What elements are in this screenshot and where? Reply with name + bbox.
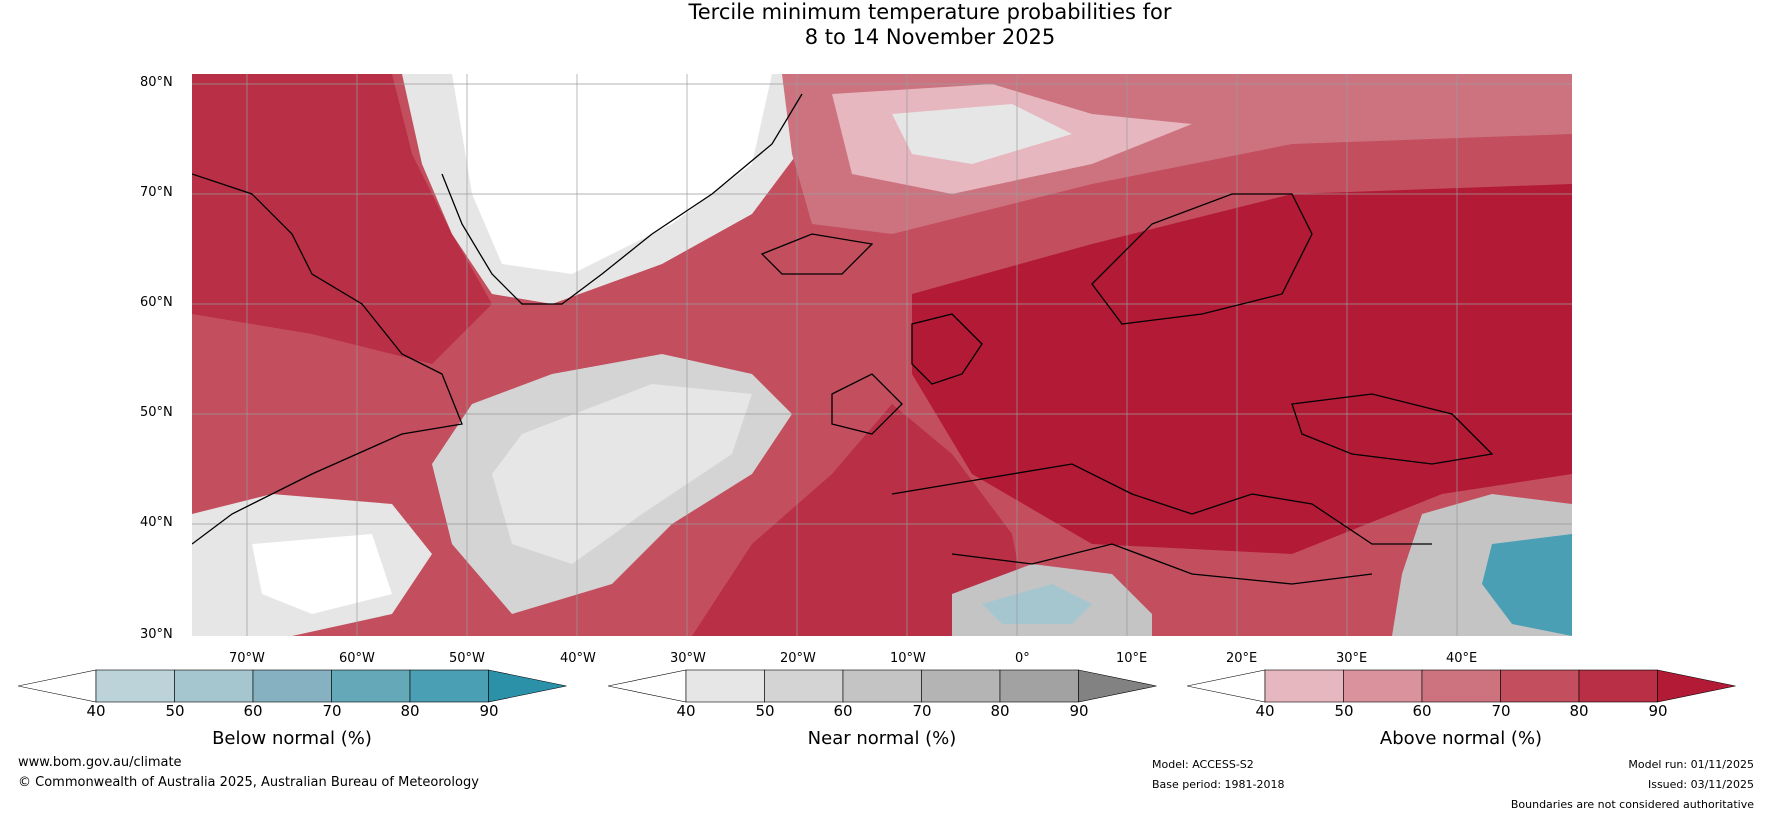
cb-tick: 60 bbox=[1412, 702, 1432, 720]
lon-label: 20°E bbox=[1226, 651, 1258, 666]
cb-tick: 90 bbox=[1648, 702, 1668, 720]
colorbar-cell bbox=[685, 669, 765, 703]
map-title: Tercile minimum temperature probabilitie… bbox=[0, 0, 1770, 50]
colorbar-near bbox=[608, 669, 1157, 703]
colorbar-cell bbox=[1421, 669, 1501, 703]
region-near-arctic bbox=[892, 104, 1072, 164]
lon-label: 70°W bbox=[229, 651, 265, 666]
lat-label: 50°N bbox=[140, 405, 173, 420]
cb-tick: 90 bbox=[479, 702, 499, 720]
colorbar-above-cells bbox=[1187, 669, 1736, 703]
colorbar-cell bbox=[409, 669, 489, 703]
lon-label: 30°W bbox=[670, 651, 706, 666]
colorbar-left-extend bbox=[608, 669, 687, 703]
issued-text: Issued: 03/11/2025 bbox=[1647, 778, 1754, 791]
colorbar-cell bbox=[331, 669, 411, 703]
colorbar-below-cells bbox=[18, 669, 567, 703]
cb-title-above: Above normal (%) bbox=[1379, 728, 1543, 749]
map-canvas bbox=[192, 74, 1572, 636]
cb-tick: 80 bbox=[1569, 702, 1589, 720]
cb-tick: 70 bbox=[912, 702, 932, 720]
base-period-text: Base period: 1981-2018 bbox=[1152, 778, 1285, 791]
lon-label: 0° bbox=[1015, 651, 1030, 666]
disclaimer-text: Boundaries are not considered authoritat… bbox=[1510, 798, 1754, 811]
colorbar-cell bbox=[1500, 669, 1580, 703]
colorbar-cell bbox=[1578, 669, 1658, 703]
lon-label: 60°W bbox=[339, 651, 375, 666]
copyright-text: © Commonwealth of Australia 2025, Austra… bbox=[18, 775, 479, 790]
title-line-2: 8 to 14 November 2025 bbox=[804, 25, 1056, 49]
cb-title-below: Below normal (%) bbox=[212, 728, 372, 749]
graticule bbox=[192, 74, 1572, 636]
region-below-north-africa bbox=[982, 584, 1092, 624]
model-run-text: Model run: 01/11/2025 bbox=[1628, 758, 1754, 771]
title-line-1: Tercile minimum temperature probabilitie… bbox=[688, 0, 1172, 24]
colorbar-cell bbox=[1343, 669, 1423, 703]
colorbar-cell bbox=[252, 669, 332, 703]
colorbar-left-extend bbox=[18, 669, 97, 703]
region-below-middle-east bbox=[1482, 534, 1572, 636]
lat-label: 40°N bbox=[140, 515, 173, 530]
colorbar-cell bbox=[921, 669, 1001, 703]
cb-tick: 80 bbox=[990, 702, 1010, 720]
colorbar-cell bbox=[842, 669, 922, 703]
colorbar-cell bbox=[1264, 669, 1344, 703]
lon-label: 40°E bbox=[1446, 651, 1478, 666]
region-above-east-atlantic bbox=[692, 404, 1032, 636]
cb-tick: 50 bbox=[755, 702, 775, 720]
lat-label: 60°N bbox=[140, 295, 173, 310]
cb-tick: 40 bbox=[86, 702, 106, 720]
cb-tick: 60 bbox=[243, 702, 263, 720]
region-greenland-white bbox=[452, 74, 772, 274]
colorbar-cell bbox=[95, 669, 175, 703]
colorbar-near-cells bbox=[608, 669, 1157, 703]
colorbar-below bbox=[18, 669, 567, 703]
region-above-west bbox=[192, 74, 492, 364]
cb-title-near: Near normal (%) bbox=[807, 728, 957, 749]
colorbar-right-extend bbox=[488, 669, 567, 703]
lat-label: 80°N bbox=[140, 75, 173, 90]
lon-label: 10°E bbox=[1116, 651, 1148, 666]
cb-tick: 50 bbox=[1334, 702, 1354, 720]
cb-tick: 90 bbox=[1069, 702, 1089, 720]
website-text: www.bom.gov.au/climate bbox=[18, 755, 182, 770]
colorbar-right-extend bbox=[1078, 669, 1157, 703]
colorbar-right-extend bbox=[1657, 669, 1736, 703]
lon-label: 30°E bbox=[1336, 651, 1368, 666]
lat-label: 70°N bbox=[140, 185, 173, 200]
lon-label: 40°W bbox=[560, 651, 596, 666]
cb-tick: 70 bbox=[1491, 702, 1511, 720]
lon-label: 50°W bbox=[449, 651, 485, 666]
lon-label: 20°W bbox=[780, 651, 816, 666]
colorbar-above bbox=[1187, 669, 1736, 703]
colorbar-left-extend bbox=[1187, 669, 1266, 703]
lon-label: 10°W bbox=[890, 651, 926, 666]
cb-tick: 40 bbox=[676, 702, 696, 720]
colorbar-cell bbox=[174, 669, 254, 703]
coastlines bbox=[192, 93, 1494, 585]
colorbar-cell bbox=[764, 669, 844, 703]
model-text: Model: ACCESS-S2 bbox=[1152, 758, 1254, 771]
colorbar-cell bbox=[999, 669, 1079, 703]
probability-map bbox=[192, 74, 1572, 636]
cb-tick: 60 bbox=[833, 702, 853, 720]
lat-label: 30°N bbox=[140, 627, 173, 642]
cb-tick: 80 bbox=[400, 702, 420, 720]
cb-tick: 70 bbox=[322, 702, 342, 720]
cb-tick: 50 bbox=[165, 702, 185, 720]
cb-tick: 40 bbox=[1255, 702, 1275, 720]
